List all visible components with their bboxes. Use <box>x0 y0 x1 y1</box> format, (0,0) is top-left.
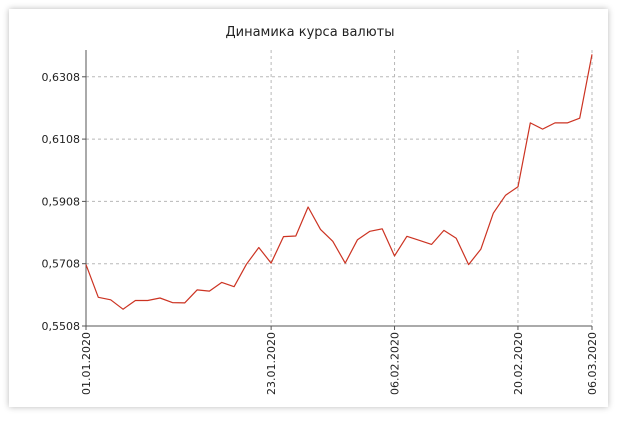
y-tick-label: 0,5708 <box>42 258 81 271</box>
data-point <box>85 264 87 266</box>
data-point <box>233 286 235 288</box>
data-point <box>295 235 297 237</box>
data-point <box>245 263 247 265</box>
data-point <box>554 122 556 124</box>
data-point <box>171 302 173 304</box>
grid <box>86 50 593 326</box>
data-point <box>270 262 272 264</box>
data-point <box>307 206 309 208</box>
data-point <box>332 240 334 242</box>
x-tick-labels: 01.01.2020 23.01.2020 06.02.2020 20.02.2020… <box>80 332 599 395</box>
data-point <box>517 186 519 188</box>
x-tick-label: 01.01.2020 <box>80 332 93 395</box>
data-point <box>97 296 99 298</box>
data-point <box>147 299 149 301</box>
data-point <box>159 297 161 299</box>
data-point <box>529 122 531 124</box>
data-point <box>319 228 321 230</box>
data-point <box>455 237 457 239</box>
data-point <box>282 236 284 238</box>
data-point <box>258 246 260 248</box>
data-point <box>357 239 359 241</box>
series-line <box>85 54 593 310</box>
series-layer <box>85 53 593 310</box>
data-point <box>394 255 396 257</box>
chart-title: Динамика курса валюты <box>225 25 394 40</box>
data-point <box>443 229 445 231</box>
data-point <box>591 53 593 55</box>
axes <box>82 50 593 330</box>
data-point <box>468 264 470 266</box>
x-tick-label: 20.02.2020 <box>512 332 525 395</box>
data-point <box>184 302 186 304</box>
data-point <box>344 262 346 264</box>
data-point <box>221 281 223 283</box>
x-tick-label: 06.03.2020 <box>586 332 599 395</box>
data-point <box>196 289 198 291</box>
data-point <box>381 228 383 230</box>
y-tick-labels: 0,5508 0,5708 0,5908 0,6108 0,6308 <box>42 71 81 333</box>
x-tick-label: 06.02.2020 <box>389 332 402 395</box>
data-point <box>418 239 420 241</box>
data-point <box>505 194 507 196</box>
x-tick-label: 23.01.2020 <box>265 332 278 395</box>
data-point <box>406 235 408 237</box>
data-point <box>369 230 371 232</box>
data-point <box>480 248 482 250</box>
data-point <box>134 299 136 301</box>
y-tick-label: 0,6308 <box>42 71 81 84</box>
data-point <box>579 117 581 119</box>
y-tick-label: 0,5508 <box>42 320 81 333</box>
data-point <box>431 243 433 245</box>
y-tick-label: 0,6108 <box>42 133 81 146</box>
data-point <box>492 212 494 214</box>
data-point <box>542 128 544 130</box>
data-point <box>110 299 112 301</box>
data-point <box>566 122 568 124</box>
data-point <box>208 290 210 292</box>
y-tick-label: 0,5908 <box>42 195 81 208</box>
data-point <box>122 308 124 310</box>
